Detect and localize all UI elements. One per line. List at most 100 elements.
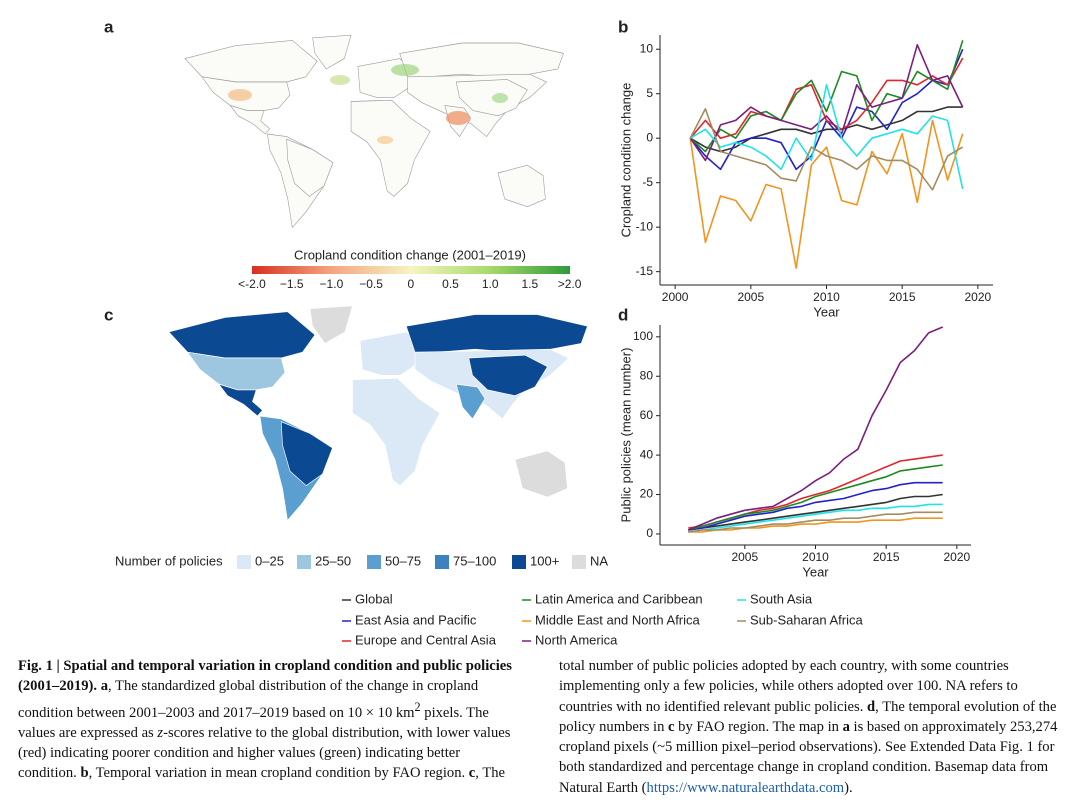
x-tick-label: 2020 — [944, 550, 971, 564]
series-legend: Global East Asia and Pacific Europe and Ce… — [342, 591, 864, 647]
panel-label: b — [618, 17, 628, 36]
series-line — [688, 464, 943, 531]
series-line — [689, 119, 964, 269]
country — [514, 450, 568, 498]
colorbar-label: 1.0 — [482, 277, 499, 291]
caption-text: z — [157, 724, 164, 741]
country — [309, 305, 353, 344]
caption-ref: b — [80, 765, 89, 782]
land — [399, 42, 564, 78]
x-tick-label: 2020 — [965, 290, 992, 304]
series-line — [688, 503, 943, 533]
legend-label: 25–50 — [315, 553, 351, 568]
country — [280, 421, 333, 487]
country — [359, 331, 420, 376]
x-tick-label: 2000 — [662, 290, 689, 304]
panel-label: c — [104, 305, 113, 324]
series-line — [688, 481, 943, 531]
series-line — [689, 84, 964, 190]
y-tick-label: -5 — [642, 175, 653, 189]
country — [468, 354, 548, 397]
legend-label: Sub-Saharan Africa — [750, 612, 864, 627]
colorbar — [252, 266, 570, 274]
land — [229, 104, 271, 135]
legend-label: East Asia and Pacific — [355, 612, 477, 627]
legend-label: NA — [590, 553, 608, 568]
map-legend-title: Number of policies — [115, 553, 223, 568]
legend-label: Latin America and Caribbean — [535, 591, 703, 606]
legend-label: 100+ — [530, 553, 559, 568]
x-tick-label: 2010 — [802, 550, 829, 564]
panel-label: d — [618, 305, 628, 324]
y-tick-label: 100 — [633, 329, 653, 343]
y-axis-label: Public policies (mean number) — [618, 348, 633, 523]
y-tick-label: 10 — [640, 41, 654, 55]
caption-text: , The total number of public policies ad… — [475, 658, 1018, 782]
colorbar-title: Cropland condition change (2001–2019) — [294, 247, 526, 262]
map-a-highlights — [228, 64, 508, 144]
land — [350, 99, 431, 197]
x-tick-label: 2010 — [813, 290, 840, 304]
land — [184, 40, 318, 83]
legend-label: North America — [535, 632, 618, 647]
series-line — [688, 493, 943, 531]
country — [455, 383, 486, 420]
land — [497, 164, 546, 208]
caption-ref: c — [668, 718, 675, 735]
caption: Fig. 1 | Spatial and temporal variation … — [18, 656, 1062, 802]
y-tick-label: 0 — [646, 526, 653, 540]
y-tick-label: -15 — [636, 264, 654, 278]
legend-swatch — [367, 555, 381, 569]
x-axis-label: Year — [813, 304, 840, 319]
caption-text: -scores relative to the global distribut… — [18, 724, 511, 782]
legend-swatch — [512, 555, 526, 569]
caption-text: , Temporal variation in mean cropland co… — [88, 765, 466, 782]
caption-ref: c — [468, 765, 476, 782]
figure: a b c d Cropland condition change (2001–… — [104, 17, 993, 647]
legend-label: 0–25 — [255, 553, 284, 568]
legend-swatch — [237, 555, 251, 569]
x-tick-label: 2015 — [889, 290, 916, 304]
caption-text: ). — [844, 779, 853, 796]
country — [186, 351, 286, 391]
country — [168, 311, 316, 359]
caption-text: pixels. The values are expressed as — [18, 704, 489, 741]
legend-label: 75–100 — [453, 553, 496, 568]
y-tick-label: -10 — [636, 219, 654, 233]
colorbar-label: 0 — [407, 277, 414, 291]
map-a — [184, 34, 564, 229]
legend-swatch — [297, 555, 311, 569]
y-tick-label: 60 — [640, 408, 654, 422]
colorbar-label: −0.5 — [359, 277, 383, 291]
caption-link[interactable]: https://www.naturalearthdata.com — [646, 779, 845, 796]
series-line — [689, 44, 964, 162]
country — [352, 377, 441, 487]
legend-swatch — [435, 555, 449, 569]
legend-label: Middle East and North Africa — [535, 612, 701, 627]
series-line — [688, 511, 943, 533]
country — [405, 314, 588, 353]
x-tick-label: 2015 — [873, 550, 900, 564]
panel-label: a — [104, 17, 114, 36]
land — [286, 138, 334, 197]
caption-ref: a — [100, 678, 108, 695]
y-tick-label: 80 — [640, 368, 654, 382]
series-line — [689, 106, 963, 153]
caption-text: by FAO region. The map in — [674, 718, 843, 735]
colorbar-label: 0.5 — [442, 277, 459, 291]
series-line — [689, 40, 964, 153]
series-line — [687, 326, 944, 531]
series-line — [688, 517, 943, 533]
series-line — [688, 454, 943, 529]
land — [455, 79, 528, 117]
land — [312, 34, 352, 70]
colorbar-labels: <-2.0 −1.5 −1.0 −0.5 0 0.5 1.0 1.5 >2.0 — [238, 277, 582, 291]
legend-label: Europe and Central Asia — [355, 632, 497, 647]
caption-text: , The standardized global distribution o… — [18, 678, 479, 721]
colorbar-label: 1.5 — [522, 277, 539, 291]
colorbar-label: >2.0 — [558, 277, 582, 291]
x-axis-label: Year — [802, 564, 829, 579]
series-line — [689, 57, 964, 139]
charts: -15 -10 -5 0 5 10 2000 2005 2010 2015 2020 Year Crop… — [618, 35, 993, 579]
